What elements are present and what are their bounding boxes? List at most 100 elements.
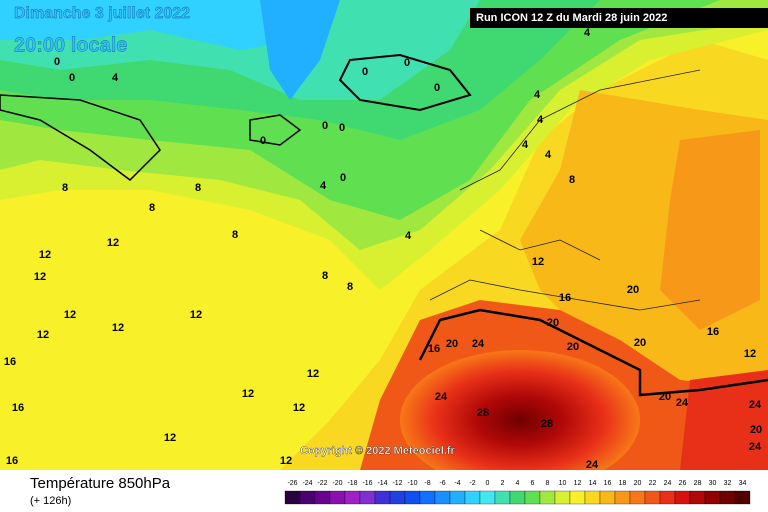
colorbar-box xyxy=(344,490,361,505)
contour-label: 24 xyxy=(749,441,762,453)
contour-label: 0 xyxy=(434,82,440,94)
contour-label: 24 xyxy=(472,338,485,350)
colorbar-label: 10 xyxy=(559,480,567,487)
contour-label: 20 xyxy=(627,284,639,296)
colorbar-box xyxy=(539,490,556,505)
colorbar-label: 34 xyxy=(739,480,747,487)
colorbar-label: -24 xyxy=(302,480,312,487)
contour-label: 4 xyxy=(112,72,119,84)
map-date: Dimanche 3 juillet 2022 xyxy=(14,5,190,22)
colorbar-label: 28 xyxy=(694,480,702,487)
colorbar-label: 18 xyxy=(619,480,627,487)
colorbar-label: -14 xyxy=(377,480,387,487)
contour-label: 4 xyxy=(320,180,327,192)
colorbar-label: 22 xyxy=(649,480,657,487)
colorbar-box xyxy=(704,490,721,505)
colorbar-box xyxy=(479,490,496,505)
colorbar-box xyxy=(524,490,541,505)
contour-label: 24 xyxy=(749,399,762,411)
colorbar-box xyxy=(674,490,691,505)
contour-label: 24 xyxy=(586,459,599,471)
colorbar-label: 8 xyxy=(546,480,550,487)
contour-label: 12 xyxy=(107,237,119,249)
colorbar-box xyxy=(569,490,586,505)
colorbar-box xyxy=(449,490,466,505)
contour-label: 28 xyxy=(541,418,553,430)
colorbar-label: 24 xyxy=(664,480,672,487)
colorbar-label: -8 xyxy=(424,480,430,487)
contour-label: 12 xyxy=(37,329,49,341)
colorbar-box xyxy=(719,490,736,505)
colorbar-box xyxy=(374,490,391,505)
contour-label: 12 xyxy=(190,309,202,321)
colorbar-label: 14 xyxy=(589,480,597,487)
colorbar-label: 0 xyxy=(486,480,490,487)
colorbar-label: -26 xyxy=(287,480,297,487)
contour-label: 12 xyxy=(39,249,51,261)
colorbar-box xyxy=(554,490,571,505)
colorbar-box xyxy=(494,490,511,505)
colorbar-label: 6 xyxy=(531,480,535,487)
colorbar-box xyxy=(584,490,601,505)
colorbar: -26 -24 -22 -20 -18 -16 -14 -12 -10 -8 -6 -4 -2 0 2 4 6 8… xyxy=(284,480,751,505)
contour-label: 24 xyxy=(435,391,448,403)
contour-label: 20 xyxy=(567,341,579,353)
contour-label: 16 xyxy=(707,326,719,338)
colorbar-label: 30 xyxy=(709,480,717,487)
contour-label: 0 xyxy=(322,120,328,132)
contour-label: 8 xyxy=(62,182,68,194)
contour-label: 12 xyxy=(307,368,319,380)
contour-label: 24 xyxy=(676,397,689,409)
colorbar-label: -2 xyxy=(469,480,475,487)
colorbar-label: 2 xyxy=(501,480,505,487)
contour-label: 4 xyxy=(537,114,544,126)
copyright: Copyright © 2022 Meteociel.fr xyxy=(300,445,456,457)
run-info: Run ICON 12 Z du Mardi 28 juin 2022 xyxy=(476,12,667,24)
run-box xyxy=(470,8,768,28)
contour-label: 12 xyxy=(112,322,124,334)
contour-label: 12 xyxy=(242,388,254,400)
contour-label: 8 xyxy=(569,174,575,186)
colorbar-label: 4 xyxy=(516,480,520,487)
contour-label: 0 xyxy=(340,172,346,184)
colorbar-box xyxy=(659,490,676,505)
contour-label: 20 xyxy=(750,424,762,436)
footer-lead: (+ 126h) xyxy=(30,495,71,507)
colorbar-label: -16 xyxy=(362,480,372,487)
contour-label: 28 xyxy=(477,407,489,419)
contour-label: 0 xyxy=(339,122,345,134)
colorbar-label: -4 xyxy=(454,480,460,487)
contour-label: 8 xyxy=(149,202,155,214)
contour-label: 12 xyxy=(532,256,544,268)
contour-label: 0 xyxy=(260,135,266,147)
contour-label: 16 xyxy=(6,455,18,467)
colorbar-box xyxy=(434,490,451,505)
colorbar-label: -22 xyxy=(317,480,327,487)
colorbar-box xyxy=(629,490,646,505)
contour-label: 0 xyxy=(404,57,410,69)
contour-label: 4 xyxy=(584,27,591,39)
contour-label: 4 xyxy=(545,149,552,161)
colorbar-box xyxy=(389,490,406,505)
colorbar-label: 32 xyxy=(724,480,732,487)
contour-label: 4 xyxy=(534,89,541,101)
colorbar-box xyxy=(299,490,316,505)
contour-label: 20 xyxy=(446,338,458,350)
colorbar-box xyxy=(329,490,346,505)
contour-label: 16 xyxy=(4,356,16,368)
contour-label: 0 xyxy=(362,66,368,78)
colorbar-box xyxy=(419,490,436,505)
colorbar-box xyxy=(359,490,376,505)
colorbar-label: 26 xyxy=(679,480,687,487)
colorbar-box xyxy=(284,490,301,505)
contour-label: 0 xyxy=(69,72,75,84)
contour-label: 16 xyxy=(12,402,24,414)
colorbar-label: -6 xyxy=(439,480,445,487)
contour-label: 16 xyxy=(559,292,571,304)
contour-label: 12 xyxy=(280,455,292,467)
contour-label: 12 xyxy=(34,271,46,283)
contour-label: 8 xyxy=(322,270,328,282)
contour-label: 12 xyxy=(64,309,76,321)
contour-label: 20 xyxy=(634,337,646,349)
